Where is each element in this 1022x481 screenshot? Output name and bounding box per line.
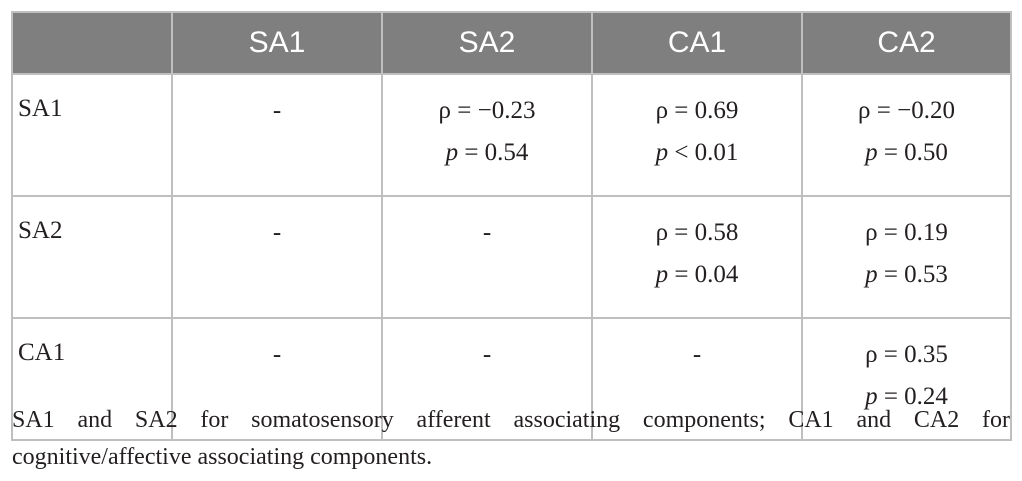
cell-sa2-ca2: ρ = 0.19 p = 0.53 [801, 195, 1012, 319]
empty-cell-dash: - [482, 341, 492, 368]
empty-cell-dash: - [272, 97, 282, 124]
row-label-sa2: SA2 [11, 195, 173, 319]
p-value: p = 0.24 [865, 383, 948, 410]
rho-value: ρ = −0.23 [438, 97, 536, 124]
cell-sa1-ca2: ρ = −0.20 p = 0.50 [801, 73, 1012, 197]
table-row: SA1 - ρ = −0.23 p = 0.54 ρ = 0.69 p < 0.… [11, 73, 1012, 197]
empty-cell-dash: - [482, 219, 492, 246]
cell-sa2-sa1: - [171, 195, 383, 319]
table-row: CA1 - - - ρ = 0.35 p = 0.24 [11, 317, 1012, 441]
empty-cell-dash: - [272, 219, 282, 246]
cell-ca1-sa2: - [381, 317, 593, 441]
rho-value: ρ = 0.35 [865, 341, 948, 368]
rho-value: ρ = −0.20 [858, 97, 955, 124]
row-label-ca1: CA1 [11, 317, 173, 441]
header-cell-ca2: CA2 [801, 11, 1012, 75]
header-cell-corner [11, 11, 173, 75]
cell-ca1-ca1: - [591, 317, 803, 441]
header-cell-sa1: SA1 [171, 11, 383, 75]
empty-cell-dash: - [692, 341, 702, 368]
cell-ca1-sa1: - [171, 317, 383, 441]
table-footnote: SA1 and SA2 for somatosensory afferent a… [12, 407, 1010, 470]
p-value: p = 0.53 [865, 261, 948, 288]
p-value: p < 0.01 [655, 139, 739, 166]
cell-sa2-ca1: ρ = 0.58 p = 0.04 [591, 195, 803, 319]
p-value: p = 0.04 [655, 261, 739, 288]
cell-sa1-ca1: ρ = 0.69 p < 0.01 [591, 73, 803, 197]
cell-sa1-sa2: ρ = −0.23 p = 0.54 [381, 73, 593, 197]
header-row: SA1 SA2 CA1 CA2 [11, 11, 1012, 75]
rho-value: ρ = 0.58 [655, 219, 739, 246]
cell-sa1-sa1: - [171, 73, 383, 197]
empty-cell-dash: - [272, 341, 282, 368]
p-value: p = 0.50 [865, 139, 948, 166]
rho-value: ρ = 0.19 [865, 219, 948, 246]
cell-ca1-ca2: ρ = 0.35 p = 0.24 [801, 317, 1012, 441]
rho-value: ρ = 0.69 [655, 97, 739, 124]
p-value: p = 0.54 [445, 139, 529, 166]
header-cell-sa2: SA2 [381, 11, 593, 75]
table-row: SA2 - - ρ = 0.58 p = 0.04 ρ = 0.19 p = 0… [11, 195, 1012, 319]
correlation-table: SA1 SA2 CA1 CA2 SA1 - ρ = −0.23 p = 0.54… [11, 11, 1012, 441]
row-label-sa1: SA1 [11, 73, 173, 197]
cell-sa2-sa2: - [381, 195, 593, 319]
header-cell-ca1: CA1 [591, 11, 803, 75]
